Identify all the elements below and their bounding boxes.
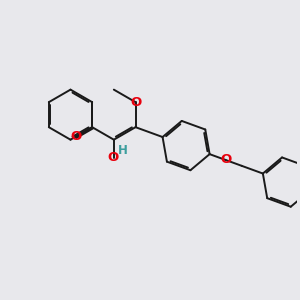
Text: O: O [108,152,119,164]
Text: O: O [70,130,81,143]
Text: O: O [220,154,231,166]
Text: O: O [130,96,141,109]
Text: H: H [118,144,128,157]
